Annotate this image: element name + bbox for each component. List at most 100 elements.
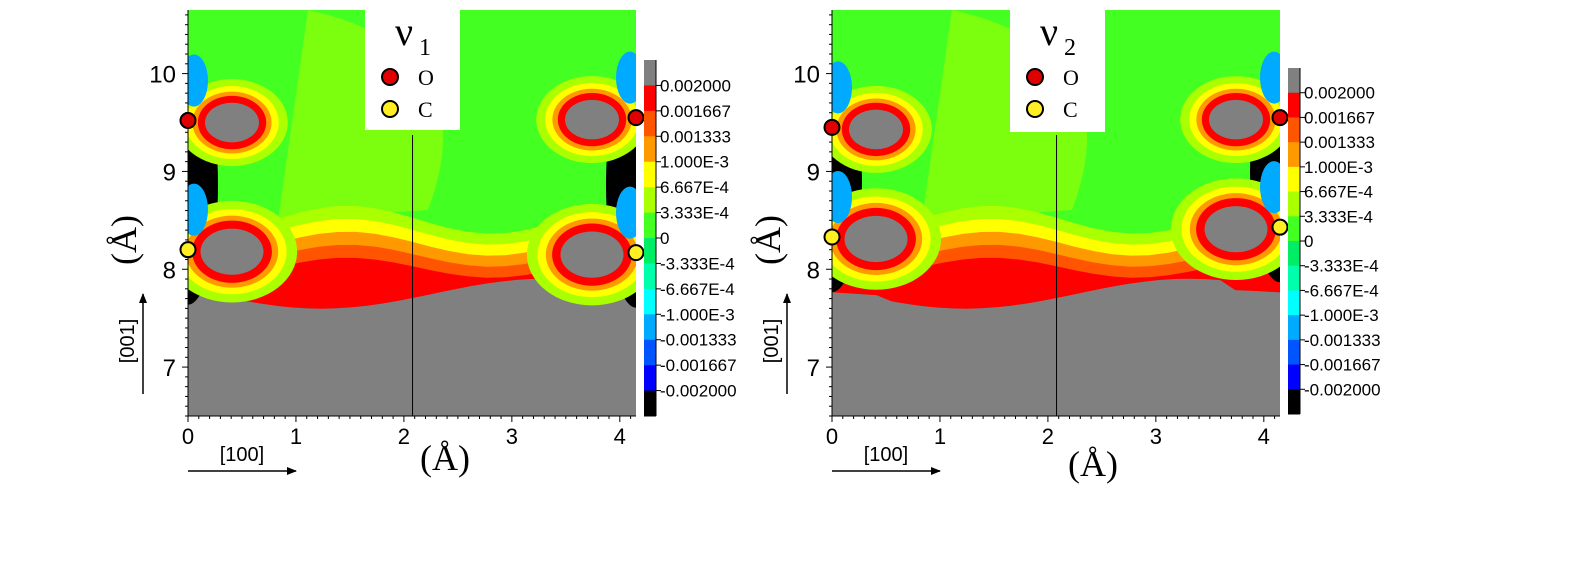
colorbar-label: -1.000E-3 [660,305,735,324]
colorbar-label: 0.002000 [1304,84,1375,103]
atom-marker-c [823,228,841,246]
y-tick-label: 10 [149,62,176,89]
y-tick-label: 8 [163,257,176,284]
colorbar-segment [1288,389,1300,415]
contour-lobe-negative [832,170,852,223]
colorbar-label: -1.000E-3 [1304,306,1379,325]
colorbar-label: -0.002000 [1304,380,1381,399]
legend-box [365,10,460,130]
colorbar-segment [644,390,656,417]
colorbar-segment [1288,364,1300,390]
y-tick-label: 9 [807,159,820,186]
colorbar-segment [644,187,656,214]
contour-lobe-negative [188,54,208,107]
x-tick-label: 4 [1258,424,1270,449]
colorbar-segment [1288,142,1300,168]
colorbar-segment [644,238,656,264]
legend-label: O [1063,65,1079,90]
atom-marker-o [179,112,197,130]
colorbar-segment [1288,290,1300,316]
y-tick-label: 8 [807,257,820,284]
x-direction-label: [100] [220,444,264,466]
colorbar-segment [1288,166,1300,193]
legend-label: O [418,65,434,90]
x-direction-label: [100] [864,444,908,466]
colorbar-label: 6.667E-4 [1304,183,1373,202]
colorbar-label: -3.333E-4 [660,254,735,273]
x-tick-label: 3 [1150,424,1162,449]
colorbar-segment [644,288,656,315]
colorbar-label: -0.001333 [1304,331,1381,350]
colorbar-label: 0.001667 [1304,108,1375,127]
legend-label: C [1063,97,1078,122]
contour-lobe-negative [188,183,208,236]
colorbar-label: -0.001333 [660,331,737,350]
atom-marker-o [627,109,645,127]
atom-marker-o [823,118,841,136]
colorbar-label: 1.000E-3 [660,153,729,172]
contour-lobe-core [560,231,624,278]
contour-lobe-negative [616,186,636,239]
colorbar-label: 0.002000 [660,76,731,95]
contour-lobe-core [200,228,264,275]
legend-box [1010,10,1105,132]
colorbar-segment [644,339,656,366]
colorbar-label: -6.667E-4 [660,280,735,299]
colorbar-label: 0.001333 [1304,133,1375,152]
colorbar-segment [644,60,656,86]
colorbar-segment [1288,68,1300,94]
chart-title-subscript: 1 [419,35,431,61]
chart-title: ν [1040,9,1058,54]
legend-marker-o [381,68,399,86]
colorbar-segment [644,365,656,392]
colorbar-label: 0 [1304,232,1313,251]
colorbar-label: -0.001667 [660,356,737,375]
y-axis-label: (Å) [104,215,144,265]
legend-label: C [418,97,433,122]
colorbar-segment [644,85,656,112]
colorbar-label: 0 [660,229,669,248]
colorbar-label: 0.001667 [660,102,731,121]
colorbar-segment [1288,265,1300,291]
colorbar-label: 6.667E-4 [660,178,729,197]
x-tick-label: 0 [826,424,838,449]
colorbar-segment [1288,339,1300,366]
colorbar-segment [1288,191,1300,217]
contour-plot [188,10,636,416]
colorbar-segment [644,136,656,163]
legend-marker-c [381,100,399,118]
contour-lobe-core [849,109,903,150]
y-tick-label: 7 [807,355,820,382]
x-tick-label: 4 [614,424,626,449]
y-tick-label: 7 [163,355,176,382]
colorbar-segment [644,161,656,188]
x-tick-label: 3 [506,424,518,449]
contour-lobe-core [1209,99,1263,140]
chart-title-subscript: 2 [1064,35,1076,61]
y-tick-label: 10 [793,62,820,89]
atom-marker-c [627,244,645,262]
contour-lobe-negative [832,61,852,114]
legend-marker-c [1026,100,1044,118]
colorbar-segment [1288,216,1300,242]
atom-marker-o [1271,109,1289,127]
contour-lobe-core [205,102,259,143]
colorbar-label: 3.333E-4 [660,204,729,223]
y-axis-label: (Å) [748,215,788,265]
legend-marker-o [1026,68,1044,86]
contour-lobe-negative [1260,161,1280,214]
contour-lobe-core [1204,206,1268,253]
contour-lobe-negative [616,51,636,104]
x-axis-label: (Å) [420,438,470,478]
colorbar-label: -6.667E-4 [1304,281,1379,300]
colorbar-segment [1288,315,1300,341]
x-tick-label: 1 [934,424,946,449]
colorbar-label: 3.333E-4 [1304,207,1373,226]
colorbar-segment [1288,92,1300,118]
y-tick-label: 9 [163,159,176,186]
contour-lobe-negative [1260,51,1280,104]
contour-lobe-core [565,99,619,140]
